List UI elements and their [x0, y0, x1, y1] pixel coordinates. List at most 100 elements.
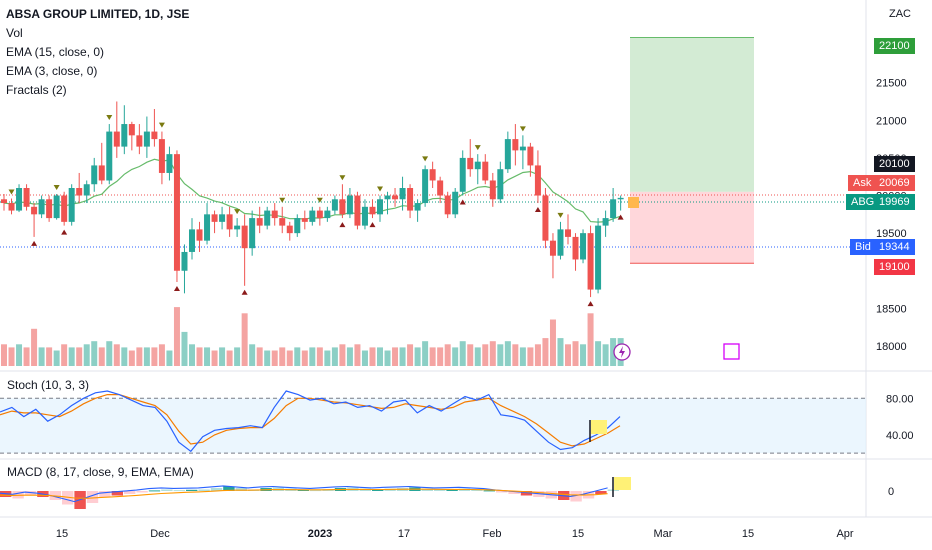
macd-pane-label[interactable]: MACD (8, 17, close, 9, EMA, EMA) — [7, 465, 194, 479]
volume-bar — [241, 313, 248, 366]
fractal-down-marker — [459, 199, 466, 205]
candle-body — [301, 218, 308, 222]
fractal-up-marker — [8, 189, 15, 195]
legend-fractals[interactable]: Fractals (2) — [6, 83, 67, 97]
price-tick-label: 18000 — [876, 341, 907, 353]
volume-bar — [519, 347, 526, 366]
volume-bar — [301, 350, 308, 366]
volume-bar — [534, 344, 541, 366]
candle-body — [392, 195, 399, 200]
volume-bar — [392, 347, 399, 366]
candle-body — [136, 135, 143, 147]
candle-body — [279, 218, 286, 226]
volume-bar — [113, 344, 120, 366]
candle-body — [128, 124, 135, 136]
stoch-band — [0, 398, 866, 454]
volume-bar — [602, 344, 609, 366]
volume-bar — [444, 344, 451, 366]
macd-histogram-bar — [148, 490, 161, 492]
time-tick-label: Mar — [654, 528, 673, 540]
target-price-tag: 22100 — [874, 38, 915, 54]
stoch-tick-label: 40.00 — [886, 430, 914, 442]
candle-body — [173, 154, 180, 271]
macd-histogram-bar — [186, 489, 198, 491]
candle-body — [474, 161, 481, 170]
fractal-up-marker — [158, 122, 165, 128]
time-tick-label: 15 — [572, 528, 584, 540]
candle-body — [53, 195, 60, 219]
macd-histogram-bar — [161, 489, 173, 491]
volume-bar — [136, 347, 143, 366]
volume-bar — [527, 347, 534, 366]
price-tick-label: 21000 — [876, 115, 907, 127]
candle-body — [617, 197, 624, 200]
candle-body — [407, 188, 414, 211]
volume-bar — [407, 344, 414, 366]
macd-histogram-bar — [595, 491, 607, 494]
chart-title[interactable]: ABSA GROUP LIMITED, 1D, JSE — [6, 7, 190, 21]
macd-histogram-bar — [86, 491, 99, 503]
volume-bar — [38, 347, 45, 366]
volume-bar — [474, 347, 481, 366]
candle-body — [158, 139, 165, 173]
candle-body — [497, 169, 504, 200]
legend-vol[interactable]: Vol — [6, 26, 23, 40]
volume-bar — [61, 344, 68, 366]
volume-bar — [482, 344, 489, 366]
macd-histogram-bar — [210, 488, 223, 491]
candle-body — [354, 195, 361, 226]
macd-histogram-bar — [496, 491, 508, 493]
candle-body — [151, 131, 158, 140]
candle-body — [294, 218, 301, 234]
earnings-event-icon — [723, 343, 740, 360]
price-tick-label: 21500 — [876, 78, 907, 90]
volume-bar — [557, 338, 564, 366]
fractal-down-marker — [587, 301, 594, 307]
candle-body — [377, 199, 383, 215]
volume-bar — [143, 347, 150, 366]
fractal-up-marker — [557, 212, 564, 218]
candle-body — [271, 210, 278, 219]
candle-body — [459, 157, 466, 192]
candle-body — [106, 131, 113, 181]
time-tick-label: Dec — [150, 528, 170, 540]
volume-bar — [512, 344, 519, 366]
volume-bar — [128, 350, 135, 366]
candle-body — [166, 154, 173, 173]
stoch-pane-label[interactable]: Stoch (10, 3, 3) — [7, 378, 90, 392]
last-price-tag: 19969 — [874, 194, 915, 210]
legend-ema3[interactable]: EMA (3, close, 0) — [6, 64, 98, 78]
volume-bar — [106, 341, 113, 366]
volume-bar — [166, 350, 173, 366]
candle-body — [580, 233, 587, 260]
volume-bar — [497, 344, 504, 366]
legend-ema15[interactable]: EMA (15, close, 0) — [6, 45, 105, 59]
volume-bar — [286, 350, 293, 366]
candle-body — [256, 218, 263, 226]
volume-bar — [504, 341, 511, 366]
fractal-down-marker — [61, 229, 68, 235]
volume-bar — [595, 341, 602, 366]
candle-body — [264, 210, 271, 226]
lightning-icon — [619, 346, 625, 358]
fractal-down-marker — [173, 286, 180, 292]
bid-label-tag: Bid — [850, 239, 876, 255]
fractal-up-marker — [279, 197, 286, 203]
price-tick-label: 18500 — [876, 303, 907, 315]
volume-bar — [219, 347, 226, 366]
fractal-down-marker — [339, 222, 346, 228]
candle-body — [399, 188, 406, 200]
candle-body — [504, 139, 511, 170]
profit-zone — [630, 37, 754, 192]
volume-bar — [542, 338, 549, 366]
volume-bar — [53, 350, 60, 366]
volume-bar — [151, 347, 158, 366]
candle-body — [384, 195, 391, 200]
volume-bar — [68, 347, 75, 366]
time-tick-label: 17 — [398, 528, 410, 540]
volume-bar — [549, 319, 556, 366]
candle-body — [467, 157, 474, 170]
fractal-up-marker — [106, 115, 113, 121]
volume-bar — [76, 347, 83, 366]
